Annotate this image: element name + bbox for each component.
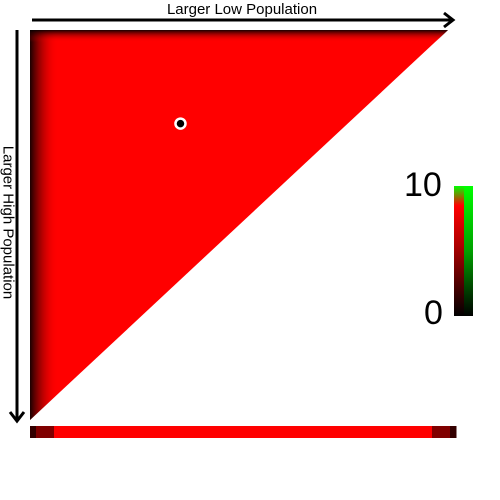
colorbar	[454, 186, 473, 316]
heatmap-left-edge-shade	[30, 30, 58, 420]
bottom-strip-cell	[54, 426, 131, 438]
bottom-strip-cell	[432, 426, 451, 438]
x-axis-arrow	[32, 11, 456, 29]
colorbar-min-label: 0	[424, 294, 443, 332]
bottom-strip-cell	[36, 426, 55, 438]
bottom-strip-cell	[129, 426, 206, 438]
colorbar-green-channel	[464, 186, 473, 316]
bottom-strip-cell	[356, 426, 433, 438]
heatmap-top-edge-shade	[30, 30, 448, 42]
heatmap-triangle	[30, 30, 448, 420]
bottom-strip-cell	[30, 426, 37, 438]
bottom-strip-cell	[280, 426, 357, 438]
y-axis-arrow	[8, 30, 26, 424]
colorbar-red-channel	[454, 186, 464, 316]
bottom-summary-strip	[30, 426, 457, 438]
selected-point-marker[interactable]	[174, 117, 187, 130]
heatmap-region	[30, 30, 448, 420]
bottom-strip-cell	[205, 426, 282, 438]
x-axis-label: Larger Low Population	[166, 1, 318, 18]
colorbar-max-label: 10	[404, 166, 442, 204]
bottom-strip-cell	[450, 426, 457, 438]
